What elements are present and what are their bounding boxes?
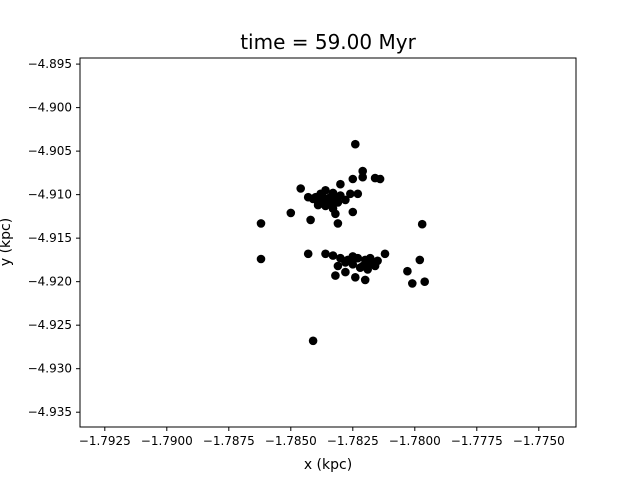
x-tick-label: −1.7900	[141, 434, 193, 448]
points-layer	[256, 139, 430, 346]
x-tick-label: −1.7775	[451, 434, 503, 448]
data-point	[408, 279, 417, 288]
data-point	[360, 275, 370, 285]
data-point	[348, 207, 358, 217]
data-point	[321, 201, 330, 211]
data-point	[333, 219, 343, 228]
data-point	[313, 200, 323, 210]
y-axis-ticks: −4.895 −4.900 −4.905 −4.910 −4.915 −4.920 −4.9…	[28, 57, 80, 419]
x-axis-label: x (kpc)	[304, 457, 352, 473]
x-axis-ticks: −1.7925 −1.7900 −1.7875 −1.7850 −1.7825 −1.78…	[79, 427, 565, 448]
data-point	[318, 192, 328, 202]
data-point	[306, 215, 315, 225]
data-point	[351, 139, 360, 149]
data-point	[380, 249, 390, 259]
data-point	[328, 251, 338, 260]
data-point	[341, 258, 350, 267]
data-point	[331, 271, 340, 280]
data-point	[296, 184, 306, 193]
data-point	[308, 336, 318, 346]
data-point	[363, 265, 373, 274]
data-point	[403, 266, 412, 276]
data-point	[351, 273, 360, 282]
data-point	[420, 277, 430, 287]
data-point	[415, 255, 425, 265]
y-tick-label: −4.900	[28, 101, 72, 115]
data-point	[358, 172, 368, 182]
y-tick-label: −4.915	[28, 231, 72, 245]
data-point	[375, 174, 385, 184]
y-tick-label: −4.925	[28, 318, 72, 332]
data-point	[331, 209, 340, 219]
data-point	[336, 179, 345, 189]
x-tick-label: −1.7750	[513, 434, 565, 448]
data-point	[303, 192, 313, 202]
data-point	[348, 260, 358, 269]
plot-area-frame	[79, 57, 577, 428]
y-tick-label: −4.930	[28, 362, 72, 376]
y-tick-label: −4.905	[28, 144, 72, 158]
data-point	[321, 249, 330, 259]
data-point	[348, 174, 358, 184]
data-point	[353, 189, 363, 199]
data-point	[286, 208, 296, 218]
y-axis-label: y (kpc)	[0, 218, 14, 266]
y-tick-label: −4.910	[28, 188, 72, 202]
data-point	[333, 261, 343, 271]
data-point	[355, 263, 365, 273]
data-point	[256, 254, 266, 264]
data-point	[341, 195, 350, 205]
x-tick-label: −1.7800	[389, 434, 441, 448]
y-tick-label: −4.895	[28, 57, 72, 71]
y-tick-label: −4.920	[28, 275, 72, 289]
data-point	[256, 219, 266, 228]
data-point	[417, 219, 427, 229]
y-tick-label: −4.935	[28, 405, 72, 419]
data-point	[341, 267, 350, 277]
chart-title: time = 59.00 Myr	[240, 30, 416, 54]
data-point	[353, 253, 363, 263]
x-tick-label: −1.7925	[79, 434, 131, 448]
data-point	[303, 249, 313, 259]
data-point	[346, 189, 355, 199]
data-point	[370, 261, 380, 271]
data-point	[358, 166, 368, 176]
x-tick-label: −1.7850	[265, 434, 317, 448]
x-tick-label: −1.7825	[327, 434, 379, 448]
x-tick-label: −1.7875	[203, 434, 255, 448]
